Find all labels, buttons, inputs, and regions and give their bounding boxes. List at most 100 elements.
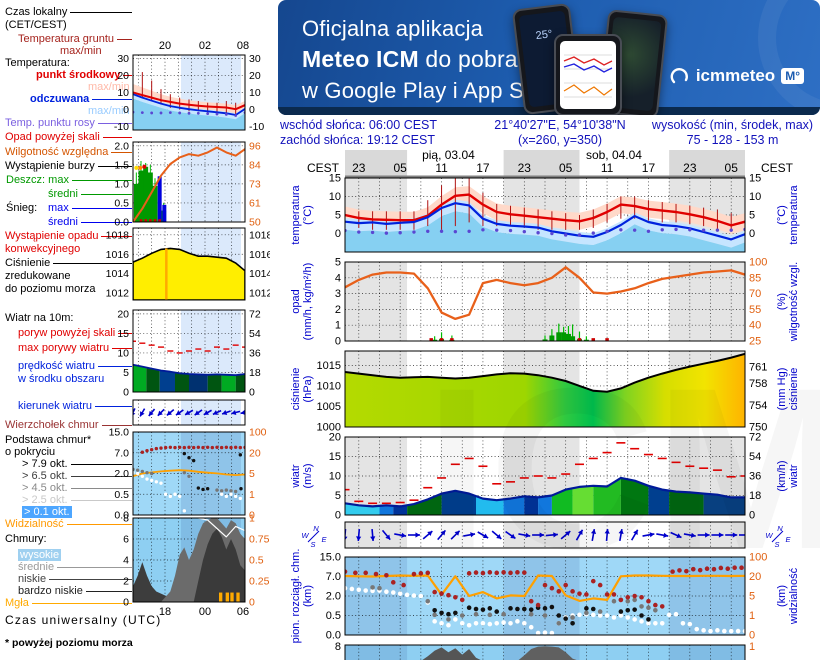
- axis-tick: 4: [335, 272, 341, 284]
- banner-ring-decoration: [758, 0, 820, 115]
- axis-tick: 85: [749, 272, 761, 284]
- axis-tick: 1015: [317, 360, 341, 372]
- app-banner[interactable]: Oficjalna aplikacja Meteo ICM do pobrani…: [278, 0, 820, 115]
- coordinates: 21°40'27"E, 54°10'38"N: [494, 118, 626, 132]
- axis-tick: 5: [123, 367, 129, 379]
- axis-tick: 4: [123, 555, 129, 567]
- altitude-label: wysokość (min, środek, max): [651, 118, 814, 132]
- legend-label: punkt środkowy: [36, 69, 121, 81]
- legend-item-tg2: max/min: [60, 45, 132, 57]
- axis-tick: 0: [249, 104, 255, 116]
- axis-tick: 20: [749, 571, 761, 583]
- legend-leader-line: [70, 463, 132, 465]
- axis-tick: 0: [335, 228, 341, 240]
- legend-label: odczuwana: [30, 93, 90, 105]
- mini-utc-tick: 00: [199, 606, 211, 618]
- axis-title: (km): [302, 585, 314, 607]
- legend-item-d2: średni: [48, 188, 132, 200]
- axis-tick: 0: [249, 387, 255, 399]
- legend-label: Czas lokalny: [5, 6, 68, 18]
- legend-leader-line: [117, 38, 132, 40]
- legend-leader-line: [53, 262, 132, 264]
- legend-item-th: Temperatura:: [5, 57, 132, 69]
- night-band: [669, 150, 745, 176]
- axis-title: (°C): [302, 205, 314, 225]
- axis-tick: 761: [749, 362, 767, 374]
- axis-tick: 0.25: [249, 576, 270, 588]
- axis-tick: 1: [249, 489, 255, 501]
- axis-tick: 8: [123, 513, 129, 525]
- axis-tick: 30: [249, 53, 261, 65]
- legend-item-pc2: o pokryciu: [5, 446, 132, 458]
- legend-label: średni: [48, 188, 78, 200]
- axis-tick: 0.5: [114, 489, 129, 501]
- legend-leader-line: [71, 207, 132, 209]
- svg-text:E: E: [321, 535, 327, 544]
- panel-m_temp: 30 20 10 0 -10 30 20 10 0 -10: [114, 53, 265, 133]
- night-band: [503, 150, 580, 176]
- phone-mockup-3: [554, 34, 622, 115]
- axis-tick: 10: [329, 471, 341, 483]
- legend-leader-line: [92, 98, 132, 100]
- legend-leader-line: [94, 405, 132, 407]
- axis-tick: -10: [114, 121, 129, 133]
- legend-label: * powyżej poziomu morza: [5, 637, 133, 649]
- axis-tick: 15.0: [109, 427, 130, 439]
- legend-label: > 6.5 okt.: [22, 470, 68, 482]
- panel-m_press: 1018 1016 1014 1012 1018 1016 1014 1012: [106, 227, 270, 301]
- axis-title: ciśnienie: [290, 368, 302, 411]
- axis-tick: 10: [117, 87, 129, 99]
- legend-item-ps: punkt środkowy: [36, 69, 132, 81]
- axis-tick: 2.0: [326, 591, 341, 603]
- mini-time-tick: 20: [159, 40, 171, 52]
- legend-label: zredukowane: [5, 270, 71, 282]
- legend-leader-line: [97, 122, 132, 124]
- legend-label: > 4.5 okt.: [22, 482, 68, 494]
- legend-item-ok2: konwekcyjnego: [5, 243, 132, 255]
- axis-tick: 1: [749, 610, 755, 622]
- svg-text:S: S: [310, 540, 315, 549]
- legend-leader-line: [71, 179, 132, 181]
- legend-label: Czas uniwersalny (UTC): [5, 613, 162, 627]
- legend-item-ni: niskie: [18, 573, 132, 585]
- axis-tick: 0: [123, 104, 129, 116]
- legend-item-pr: Temp. punktu rosy: [5, 117, 132, 129]
- legend-leader-line: [70, 475, 132, 477]
- legend-label: bardzo niskie: [18, 585, 83, 597]
- legend-item-o25: > 2.5 okt.: [22, 494, 132, 506]
- axis-tick: 100: [249, 427, 267, 439]
- axis-tick: 1012: [249, 288, 270, 300]
- legend-label: o pokryciu: [5, 446, 56, 458]
- legend-item-od: odczuwana: [30, 93, 132, 105]
- legend-label: średnie: [18, 561, 55, 573]
- axis-tick: 18: [249, 367, 261, 379]
- legend-label: wysokie: [18, 549, 62, 561]
- legend-leader-line: [70, 11, 132, 13]
- axis-tick: 6: [123, 534, 129, 546]
- legend-label: Deszcz: max: [6, 174, 69, 186]
- legend-label: Ciśnienie: [5, 257, 51, 269]
- legend-label: niskie: [18, 573, 47, 585]
- legend-item-o01: > 0.1 okt.: [22, 506, 132, 518]
- svg-text:N: N: [313, 524, 319, 533]
- legend-item-wd: Widzialność: [5, 518, 132, 530]
- axis-tick: 15: [329, 451, 341, 463]
- banner-line-2: Meteo ICM do pobrania: [302, 46, 549, 73]
- axis-tick: 758: [749, 378, 767, 390]
- axis-tick: 10: [329, 191, 341, 203]
- svg-text:E: E: [785, 535, 791, 544]
- axis-tick: 0: [749, 228, 755, 240]
- axis-tick: 54: [749, 451, 761, 463]
- legend-label: kierunek wiatru: [18, 400, 92, 412]
- grid-point: (x=260, y=350): [517, 133, 603, 147]
- sunrise-info: wschód słońca: 06:00 CEST: [280, 118, 438, 132]
- legend-item-wi: Wilgotność względna: [5, 146, 132, 158]
- svg-text:N: N: [777, 524, 783, 533]
- cest-label-right: CEST: [761, 161, 794, 175]
- legend-leader-line: [64, 554, 132, 556]
